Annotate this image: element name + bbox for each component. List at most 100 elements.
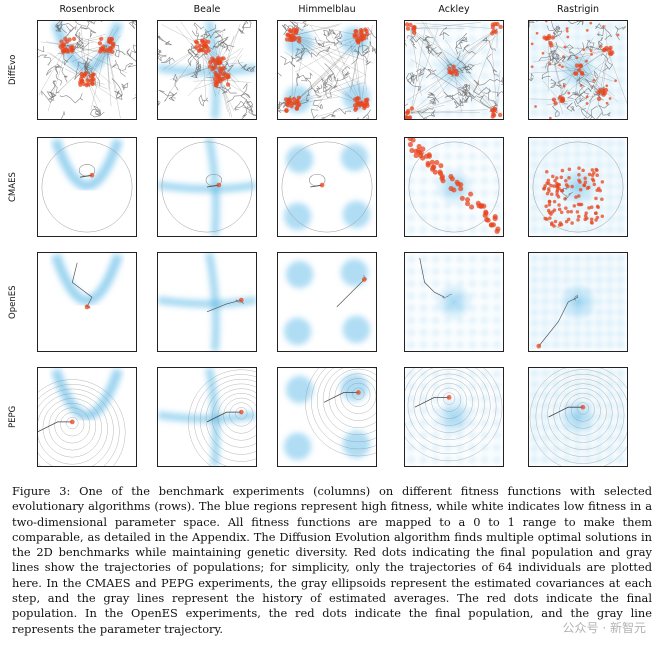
trajectory-line [551, 41, 560, 63]
population-dot [85, 78, 90, 83]
population-dot [544, 36, 549, 41]
population-dot [578, 63, 584, 68]
population-dot [592, 182, 597, 187]
population-dot [225, 82, 231, 87]
trajectory-line [322, 82, 333, 93]
trajectory-line [74, 32, 83, 48]
population-dot [573, 71, 579, 76]
population-dot [564, 206, 568, 210]
trajectory-line [130, 44, 136, 54]
panel-diffevo-rosenbrock [37, 20, 137, 120]
panel-openes-rastrigin [528, 252, 628, 352]
panel-openes-rosenbrock [37, 252, 137, 352]
trajectory-line [216, 87, 237, 94]
trajectory-line [409, 72, 415, 85]
population-dot [582, 48, 586, 52]
trajectory-line [54, 63, 63, 86]
fitness-landscape [283, 373, 371, 461]
population-dot [589, 217, 594, 221]
population-dot [590, 205, 594, 209]
population-dot [559, 210, 564, 215]
population-dot [567, 176, 571, 180]
trajectory-line [561, 186, 574, 200]
panel-cmaes-rosenbrock [37, 137, 137, 237]
trajectory-line [341, 66, 351, 79]
population-dot [551, 97, 557, 102]
trajectory-line [566, 102, 575, 112]
trajectory-line [442, 294, 452, 299]
population-dot [451, 64, 456, 69]
trajectory-line [111, 59, 126, 77]
trajectory-line [158, 35, 172, 46]
panel-openes-beale [157, 252, 257, 352]
population-dot [434, 159, 440, 166]
trajectory-line [278, 72, 282, 77]
population-dot [429, 159, 435, 165]
population-dot [405, 110, 410, 115]
population-dot [60, 43, 65, 48]
trajectory-line [572, 91, 585, 103]
trajectory-line [423, 36, 434, 56]
trajectory-line [580, 105, 598, 119]
row-label-cmaes: CMAES [8, 172, 18, 202]
trajectory-line [415, 67, 426, 77]
trajectory-line [56, 23, 74, 32]
population-dot [285, 103, 291, 108]
population-dot [583, 180, 588, 184]
trajectory-line [443, 83, 470, 98]
population-dot [564, 219, 569, 224]
population-dot [200, 47, 206, 53]
population-dot [557, 207, 562, 212]
population-dot [193, 45, 199, 50]
population-dot [552, 199, 557, 204]
population-dot [411, 27, 417, 32]
population-dot [579, 84, 583, 87]
trajectory-line [556, 78, 567, 89]
trajectory-line [38, 54, 52, 66]
population-dot [560, 97, 565, 102]
population-dot [548, 216, 552, 220]
fitness-landscape [158, 138, 256, 236]
population-dot [197, 43, 203, 48]
population-dot [222, 76, 227, 81]
trajectory-line [311, 46, 331, 58]
population-dot [291, 34, 296, 39]
trajectory-line [300, 87, 313, 105]
column-header-rastrigin: Rastrigin [556, 4, 600, 15]
population-dot [430, 165, 436, 171]
population-dot [547, 202, 552, 207]
trajectory-line [241, 21, 252, 29]
trajectory-line [158, 100, 161, 106]
population-dot [97, 41, 103, 46]
population-dot [458, 182, 464, 188]
population-dot [577, 214, 581, 219]
population-dot [498, 112, 503, 118]
row-label-pepg: PEPG [8, 405, 18, 429]
fitness-landscape [407, 370, 501, 464]
population-dot [587, 206, 591, 210]
trajectory-line [46, 91, 57, 101]
population-dot [594, 167, 598, 172]
population-dot [492, 21, 498, 27]
panel-pepg-himmelblau [277, 367, 377, 467]
population-dot [566, 35, 570, 39]
population-dot [601, 92, 606, 97]
population-dot [498, 24, 503, 30]
trajectory-line [58, 52, 73, 66]
trajectory-line [334, 30, 343, 40]
trajectory-line [55, 24, 63, 32]
population-dot [68, 45, 74, 50]
trajectory-line [190, 65, 202, 79]
population-dot [448, 186, 454, 192]
population-dot [71, 36, 77, 42]
trajectory-line [351, 44, 369, 65]
trajectory-line [291, 55, 303, 63]
trajectory-line [549, 49, 566, 63]
population-dot [580, 404, 586, 410]
population-dot [212, 76, 218, 82]
population-dot [590, 168, 595, 172]
population-dot [562, 84, 566, 88]
trajectory-line [567, 42, 585, 61]
population-dot [355, 96, 360, 101]
population-dot [353, 107, 358, 112]
